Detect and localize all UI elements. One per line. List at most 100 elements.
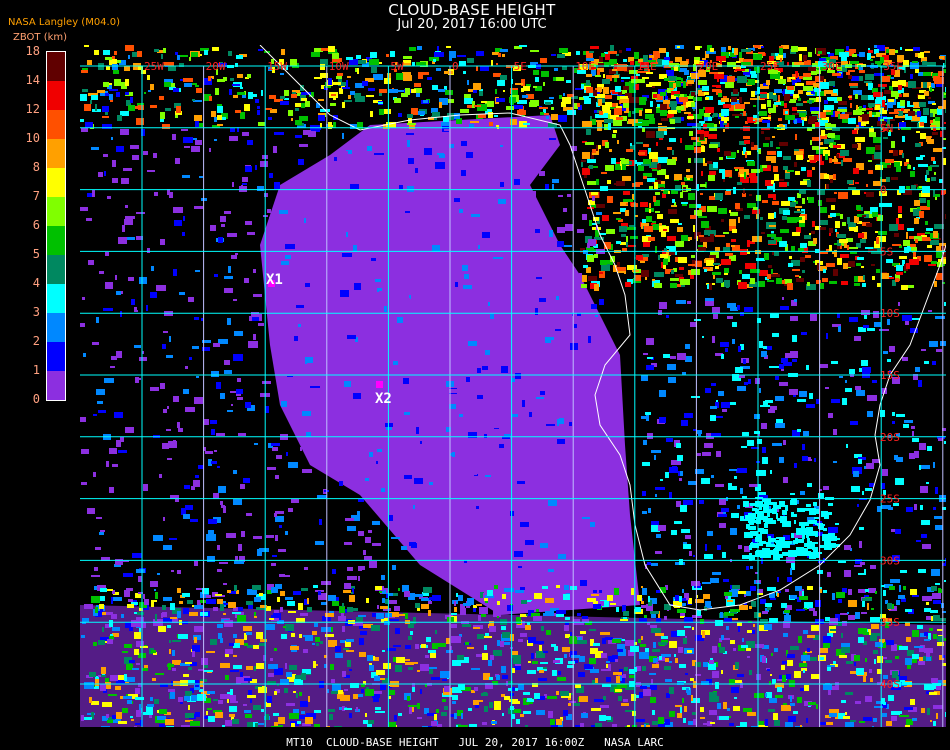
cloud-pixel [315,128,321,130]
cloud-pixel [236,55,243,59]
cloud-pixel [584,291,588,294]
cloud-pixel [772,508,777,514]
cloud-pixel [817,89,819,96]
cloud-pixel [605,637,613,640]
cloud-pixel [921,520,930,525]
cloud-pixel [334,726,342,727]
cloud-pixel [804,60,811,65]
cloud-pixel [570,632,572,637]
cloud-pixel [930,113,933,117]
cloud-pixel [446,638,450,644]
cloud-pixel [820,722,826,725]
cloud-pixel [512,292,519,297]
cloud-pixel [797,539,804,543]
cloud-pixel [600,260,607,265]
cloud-pixel [291,261,294,265]
cloud-pixel [710,234,714,239]
cloud-pixel [244,633,247,640]
legend-swatch [47,284,65,313]
cloud-pixel [550,719,555,725]
cloud-pixel [106,66,110,70]
cloud-pixel [655,487,665,490]
cloud-pixel [899,122,906,129]
cloud-pixel [721,52,729,58]
cloud-pixel [549,97,554,99]
cloud-pixel [586,80,590,85]
cloud-pixel [491,721,497,724]
cloud-pixel [387,349,397,352]
cloud-pixel [106,714,109,718]
legend-tick-label: 5 [32,247,40,261]
cloud-pixel [698,433,701,436]
cloud-pixel [744,172,746,179]
cloud-pixel [728,483,732,488]
cloud-pixel [820,135,827,139]
cloud-pixel [713,263,720,265]
cloud-pixel [800,491,805,495]
cloud-pixel [685,535,691,539]
cloud-pixel [731,100,740,105]
cloud-pixel [355,68,358,72]
cloud-pixel [691,695,693,701]
cloud-pixel [247,645,255,648]
cloud-pixel [862,114,869,121]
cloud-pixel [525,600,532,602]
cloud-pixel [107,717,115,720]
cloud-pixel [362,566,365,570]
cloud-pixel [457,215,463,222]
cloud-pixel [649,186,653,190]
cloud-pixel [704,123,714,128]
cloud-pixel [300,94,306,101]
cloud-pixel [268,285,277,292]
cloud-pixel [858,589,866,593]
cloud-pixel [837,243,846,246]
cloud-pixel [769,681,771,685]
cloud-pixel [247,722,256,727]
cloud-pixel [881,505,891,509]
cloud-pixel [783,514,785,517]
cloud-pixel [175,158,180,164]
cloud-pixel [536,609,539,612]
cloud-pixel [494,115,498,117]
cloud-pixel [809,116,817,121]
cloud-pixel [889,370,891,373]
cloud-pixel [679,83,685,86]
cloud-pixel [576,526,583,532]
cloud-pixel [221,113,228,119]
cloud-pixel [353,622,363,626]
cloud-pixel [476,654,482,657]
cloud-pixel [837,234,846,238]
cloud-pixel [833,461,837,463]
cloud-pixel [529,191,536,198]
cloud-pixel [926,178,930,182]
cloud-pixel [738,626,740,632]
cloud-pixel [667,88,673,93]
cloud-pixel [827,97,837,101]
cloud-pixel [717,545,721,550]
cloud-pixel [210,420,217,424]
cloud-pixel [343,590,351,593]
cloud-pixel [600,186,608,191]
cloud-pixel [465,642,469,645]
cloud-pixel [432,595,441,601]
cloud-pixel [767,606,771,610]
cloud-pixel [285,244,295,249]
cloud-pixel [429,482,433,485]
cloud-pixel [773,502,776,509]
cloud-pixel [688,158,691,163]
cloud-pixel [408,621,414,628]
cloud-pixel [109,94,113,100]
cloud-pixel [723,129,725,132]
cloud-pixel [502,642,510,645]
cloud-pixel [745,121,748,124]
cloud-pixel [195,85,199,87]
cloud-pixel [330,664,334,670]
cloud-pixel [860,239,866,243]
cloud-pixel [876,701,883,704]
cloud-pixel [715,484,724,487]
cloud-pixel [105,57,112,60]
cloud-pixel [808,520,817,524]
cloud-pixel [656,618,661,623]
cloud-pixel [112,64,118,70]
cloud-pixel [704,606,707,611]
